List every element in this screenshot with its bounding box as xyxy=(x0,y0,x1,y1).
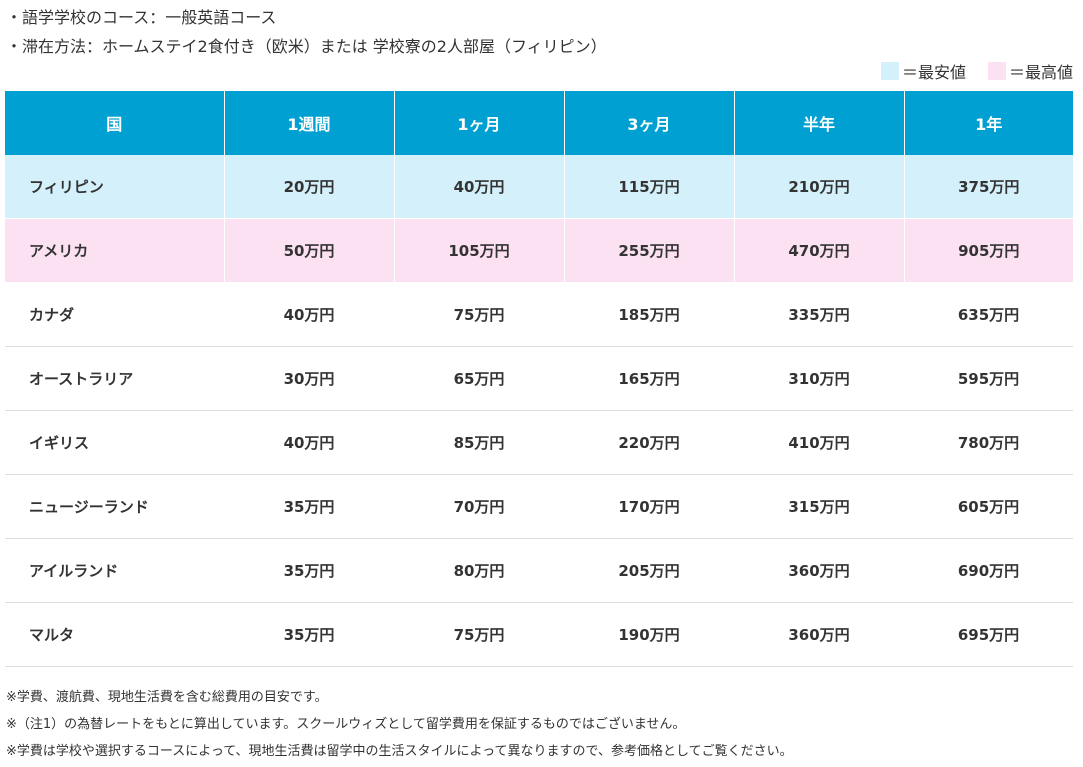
cost-cell: 70万円 xyxy=(394,474,564,539)
header-1-month: 1ヶ月 xyxy=(394,91,565,155)
country-cell: アイルランド xyxy=(5,538,224,603)
cost-cell: 170万円 xyxy=(564,474,734,539)
country-cell: オーストラリア xyxy=(5,346,224,411)
table-row: イギリス 40万円 85万円 220万円 410万円 780万円 xyxy=(5,410,1073,475)
cost-cell: 315万円 xyxy=(734,474,904,539)
footnote-reference-price: ※学費は学校や選択するコースによって、現地生活費は留学中の生活スタイルによって異… xyxy=(6,744,793,759)
cost-cell: 605万円 xyxy=(904,474,1073,539)
cost-cell: 40万円 xyxy=(224,410,394,475)
conditions-notes: ・語学学校のコース：一般英語コース ・滞在方法：ホームステイ2食付き（欧米）また… xyxy=(6,3,607,61)
lowest-price-swatch xyxy=(880,62,899,80)
cost-cell: 185万円 xyxy=(564,282,734,347)
cost-cell: 335万円 xyxy=(734,282,904,347)
cost-cell: 905万円 xyxy=(904,218,1073,283)
cost-cell: 75万円 xyxy=(394,282,564,347)
cost-cell: 115万円 xyxy=(564,155,735,219)
cost-cell: 635万円 xyxy=(904,282,1073,347)
table-row: ニュージーランド 35万円 70万円 170万円 315万円 605万円 xyxy=(5,474,1073,539)
legend-lowest: ＝最安値 xyxy=(880,59,966,83)
course-condition-note: ・語学学校のコース：一般英語コース xyxy=(6,8,277,27)
cost-cell: 780万円 xyxy=(904,410,1073,475)
country-cell: ニュージーランド xyxy=(5,474,224,539)
legend-highest-label: ＝最高値 xyxy=(1008,63,1073,82)
legend-lowest-label: ＝最安値 xyxy=(901,63,966,82)
cost-cell: 375万円 xyxy=(904,155,1073,219)
footnote-total-cost: ※学費、渡航費、現地生活費を含む総費用の目安です。 xyxy=(6,690,328,705)
cost-cell: 85万円 xyxy=(394,410,564,475)
cost-cell: 65万円 xyxy=(394,346,564,411)
header-3-months: 3ヶ月 xyxy=(564,91,735,155)
cost-cell: 20万円 xyxy=(224,155,395,219)
cost-cell: 105万円 xyxy=(394,218,565,283)
header-country: 国 xyxy=(5,91,225,155)
cost-cell: 35万円 xyxy=(224,538,394,603)
footnotes: ※学費、渡航費、現地生活費を含む総費用の目安です。 ※（注1）の為替レートをもと… xyxy=(6,684,793,765)
country-cell: フィリピン xyxy=(5,155,225,219)
color-legend: ＝最安値 ＝最高値 xyxy=(859,59,1073,83)
cost-cell: 165万円 xyxy=(564,346,734,411)
study-abroad-cost-table: 国 1週間 1ヶ月 3ヶ月 半年 1年 フィリピン 20万円 40万円 115万… xyxy=(5,91,1073,667)
table-row: フィリピン 20万円 40万円 115万円 210万円 375万円 xyxy=(5,155,1073,219)
country-cell: アメリカ xyxy=(5,218,225,283)
cost-cell: 35万円 xyxy=(224,474,394,539)
cost-cell: 35万円 xyxy=(224,602,394,667)
cost-cell: 360万円 xyxy=(734,602,904,667)
country-cell: イギリス xyxy=(5,410,224,475)
cost-cell: 205万円 xyxy=(564,538,734,603)
cost-cell: 40万円 xyxy=(394,155,565,219)
country-cell: カナダ xyxy=(5,282,224,347)
table-row: カナダ 40万円 75万円 185万円 335万円 635万円 xyxy=(5,282,1073,347)
cost-cell: 220万円 xyxy=(564,410,734,475)
legend-highest: ＝最高値 xyxy=(987,59,1073,83)
cost-cell: 695万円 xyxy=(904,602,1073,667)
cost-cell: 410万円 xyxy=(734,410,904,475)
cost-cell: 190万円 xyxy=(564,602,734,667)
cost-cell: 470万円 xyxy=(734,218,905,283)
header-1-week: 1週間 xyxy=(224,91,395,155)
cost-cell: 360万円 xyxy=(734,538,904,603)
cost-cell: 75万円 xyxy=(394,602,564,667)
cost-cell: 50万円 xyxy=(224,218,395,283)
header-half-year: 半年 xyxy=(734,91,905,155)
accommodation-condition-note: ・滞在方法：ホームステイ2食付き（欧米）または 学校寮の2人部屋（フィリピン） xyxy=(6,37,607,56)
table-row: オーストラリア 30万円 65万円 165万円 310万円 595万円 xyxy=(5,346,1073,411)
cost-cell: 255万円 xyxy=(564,218,735,283)
cost-cell: 595万円 xyxy=(904,346,1073,411)
cost-cell: 310万円 xyxy=(734,346,904,411)
header-1-year: 1年 xyxy=(904,91,1073,155)
table-row: アメリカ 50万円 105万円 255万円 470万円 905万円 xyxy=(5,218,1073,283)
cost-cell: 690万円 xyxy=(904,538,1073,603)
table-row: アイルランド 35万円 80万円 205万円 360万円 690万円 xyxy=(5,538,1073,603)
cost-cell: 30万円 xyxy=(224,346,394,411)
footnote-exchange-rate: ※（注1）の為替レートをもとに算出しています。スクールウィズとして留学費用を保証… xyxy=(6,717,686,732)
highest-price-swatch xyxy=(987,62,1006,80)
country-cell: マルタ xyxy=(5,602,224,667)
cost-cell: 80万円 xyxy=(394,538,564,603)
table-header-row: 国 1週間 1ヶ月 3ヶ月 半年 1年 xyxy=(5,91,1073,155)
cost-cell: 210万円 xyxy=(734,155,905,219)
cost-cell: 40万円 xyxy=(224,282,394,347)
table-row: マルタ 35万円 75万円 190万円 360万円 695万円 xyxy=(5,602,1073,667)
